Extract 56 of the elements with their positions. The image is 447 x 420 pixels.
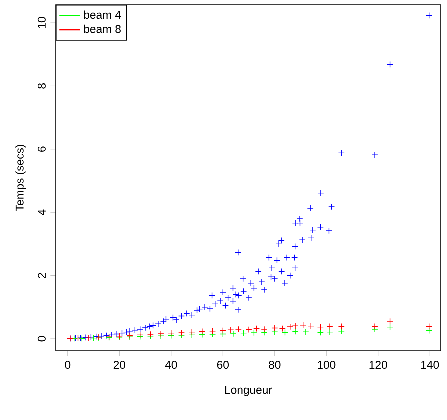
y-tick-label: 0 [38,336,46,342]
x-tick-label: 20 [114,361,126,370]
point [168,330,175,337]
legend-label: beam 4 [84,10,122,20]
point [246,326,252,334]
y-tick-label: 6 [38,146,46,152]
point [254,326,260,332]
point [308,323,314,330]
point [317,329,324,336]
y-axis-title: Temps (secs) [16,145,26,212]
point [426,327,433,334]
x-tick-label: 140 [422,361,440,370]
point [220,327,226,334]
point [317,324,324,331]
x-tick-label: 100 [318,361,336,370]
y-tick-label: 4 [38,210,46,216]
point [250,330,258,336]
point [240,330,248,337]
point [338,328,345,335]
point [326,329,334,336]
y-tick-label: 10 [38,17,46,28]
x-tick-label: 60 [217,361,229,370]
point [74,335,82,342]
point [272,324,278,332]
point [90,335,98,342]
point [230,330,237,338]
point [178,330,186,336]
point [199,328,206,335]
point [282,329,289,336]
y-tick-label: 2 [38,273,46,278]
point [426,323,433,330]
point [302,328,310,336]
point [188,329,196,336]
point [272,328,278,336]
point [372,323,378,330]
x-tick-label: 80 [269,361,281,370]
point [235,326,242,333]
point [387,324,394,331]
point [326,323,334,330]
point [85,334,92,342]
point [338,323,345,330]
point [279,326,286,332]
x-tick-label: 0 [65,361,71,370]
x-tick-label: 40 [165,361,178,370]
y-tick-label: 8 [38,84,46,89]
point [261,326,268,333]
point [228,326,234,334]
point [292,328,299,335]
x-axis-title: Longueur [225,386,272,396]
point [210,328,216,335]
point [387,318,394,325]
point [287,324,294,330]
point [300,322,307,329]
point [292,322,299,330]
legend-label: beam 8 [84,24,121,34]
x-tick-label: 120 [370,361,388,370]
